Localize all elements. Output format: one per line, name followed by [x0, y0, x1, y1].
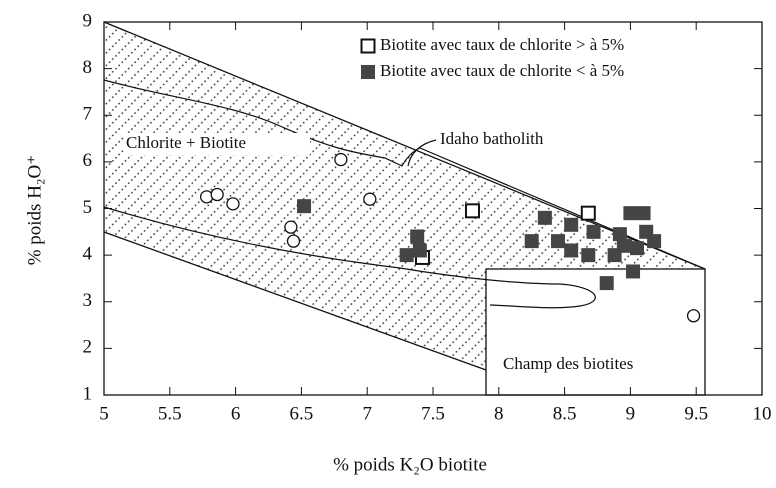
point: [586, 224, 601, 239]
hatched-field: [104, 22, 705, 370]
x-tick-label: 7.5: [421, 403, 445, 424]
idaho-upper-curve: [103, 79, 706, 270]
y-tick-label: 7: [83, 104, 93, 125]
point: [626, 264, 641, 279]
y-tick-label: 9: [83, 10, 93, 31]
point: [284, 220, 298, 234]
point: [297, 199, 312, 214]
idaho-lower-curve: [103, 206, 596, 309]
point: [412, 243, 427, 258]
annotation: Champ des biotites: [503, 354, 633, 373]
label-background: [124, 133, 310, 155]
point: [647, 234, 662, 249]
point: [599, 276, 614, 291]
y-axis-label: % poids H₂O⁺: [24, 155, 45, 266]
annotation: Idaho batholith: [440, 129, 544, 148]
x-tick-label: 9.5: [684, 403, 708, 424]
point: [629, 241, 644, 256]
leader-line: [407, 139, 437, 167]
x-tick-label: 7: [362, 403, 372, 424]
fields: [103, 21, 706, 396]
x-tick-label: 10: [753, 403, 772, 424]
field-boundary: [103, 21, 706, 270]
point: [286, 234, 301, 248]
point: [537, 210, 552, 225]
legend-marker: [361, 65, 375, 79]
y-tick-label: 4: [83, 243, 93, 264]
point: [334, 152, 348, 167]
point: [524, 234, 539, 249]
annotation: Chlorite + Biotite: [126, 133, 246, 152]
point: [623, 206, 638, 221]
legend-label: Biotite avec taux de chlorite < à 5%: [380, 61, 624, 80]
point: [616, 238, 631, 253]
x-tick-label: 5.5: [158, 403, 182, 424]
biotite-field: [485, 268, 706, 396]
y-tick-label: 2: [83, 337, 93, 358]
legend-marker: [360, 38, 376, 54]
field-boundary: [103, 231, 487, 371]
point: [581, 248, 596, 263]
point: [564, 243, 579, 258]
point: [686, 309, 701, 323]
legend-label: Biotite avec taux de chlorite > à 5%: [380, 35, 624, 54]
point: [551, 234, 566, 249]
point: [399, 248, 414, 263]
point: [564, 217, 579, 232]
point: [612, 227, 627, 242]
y-tick-label: 5: [83, 197, 93, 218]
y-tick-label: 1: [83, 383, 93, 404]
x-tick-label: 6: [231, 403, 241, 424]
y-tick-label: 6: [83, 150, 93, 171]
x-tick-label: 5: [99, 403, 109, 424]
x-tick-label: 9: [626, 403, 636, 424]
point: [210, 187, 224, 202]
point: [580, 205, 596, 221]
x-axis-label: % poids K₂O biotite: [333, 454, 487, 475]
x-tick-label: 8: [494, 403, 504, 424]
point: [226, 197, 240, 211]
y-tick-label: 8: [83, 57, 93, 78]
point: [464, 203, 480, 219]
point: [410, 229, 425, 244]
x-tick-label: 6.5: [290, 403, 314, 424]
y-tick-label: 3: [83, 290, 93, 311]
point: [636, 206, 651, 221]
point: [363, 192, 377, 206]
x-tick-label: 8.5: [553, 403, 577, 424]
